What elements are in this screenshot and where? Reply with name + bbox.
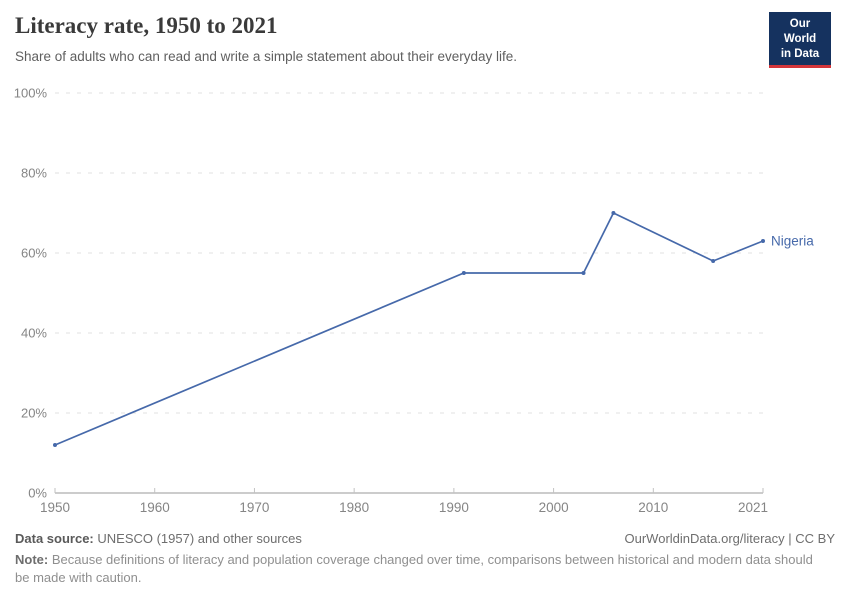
y-tick-label: 20%	[21, 406, 47, 421]
owid-logo: Our World in Data	[769, 12, 831, 68]
owid-logo-line1: Our World	[783, 18, 817, 45]
x-tick-label: 2010	[638, 500, 668, 515]
chart-note: Note: Because definitions of literacy an…	[15, 551, 830, 588]
series-end-label: Nigeria	[771, 234, 814, 249]
y-tick-label: 40%	[21, 326, 47, 341]
y-tick-label: 80%	[21, 166, 47, 181]
note-label: Note:	[15, 552, 49, 567]
x-tick-label: 1950	[40, 500, 70, 515]
data-line-nigeria	[54, 211, 764, 446]
data-point	[761, 239, 765, 243]
x-tick-label: 1960	[140, 500, 170, 515]
chart-footer: Data source: UNESCO (1957) and other sou…	[15, 531, 835, 588]
line-chart: 0% 20% 40% 60% 80% 100% 1950 1960 1970 1980 1990 20…	[14, 86, 815, 516]
data-point	[611, 211, 616, 215]
chart-header: Literacy rate, 1950 to 2021 Share of adu…	[15, 13, 835, 66]
x-tick-label: 2021	[738, 500, 768, 515]
data-source: Data source: UNESCO (1957) and other sou…	[15, 531, 302, 546]
y-tick-label: 100%	[14, 86, 48, 101]
x-tick-label: 1980	[339, 500, 369, 515]
attribution-link[interactable]: OurWorldinData.org/literacy | CC BY	[624, 531, 835, 546]
data-point	[53, 443, 57, 447]
y-tick-label: 0%	[28, 486, 47, 501]
x-tick-label: 1970	[239, 500, 269, 515]
data-source-text: UNESCO (1957) and other sources	[97, 531, 302, 546]
x-tick-label: 2000	[539, 500, 569, 515]
data-point	[461, 271, 466, 275]
data-source-label: Data source:	[15, 531, 94, 546]
x-tick-label: 1990	[439, 500, 469, 515]
owid-logo-line2: in Data	[780, 47, 820, 60]
data-point	[711, 259, 716, 263]
y-tick-label: 60%	[21, 246, 47, 261]
note-text: Because definitions of literacy and popu…	[15, 552, 813, 586]
data-point	[581, 271, 586, 275]
chart-subtitle: Share of adults who can read and write a…	[15, 49, 518, 65]
chart-title: Literacy rate, 1950 to 2021	[15, 13, 278, 38]
